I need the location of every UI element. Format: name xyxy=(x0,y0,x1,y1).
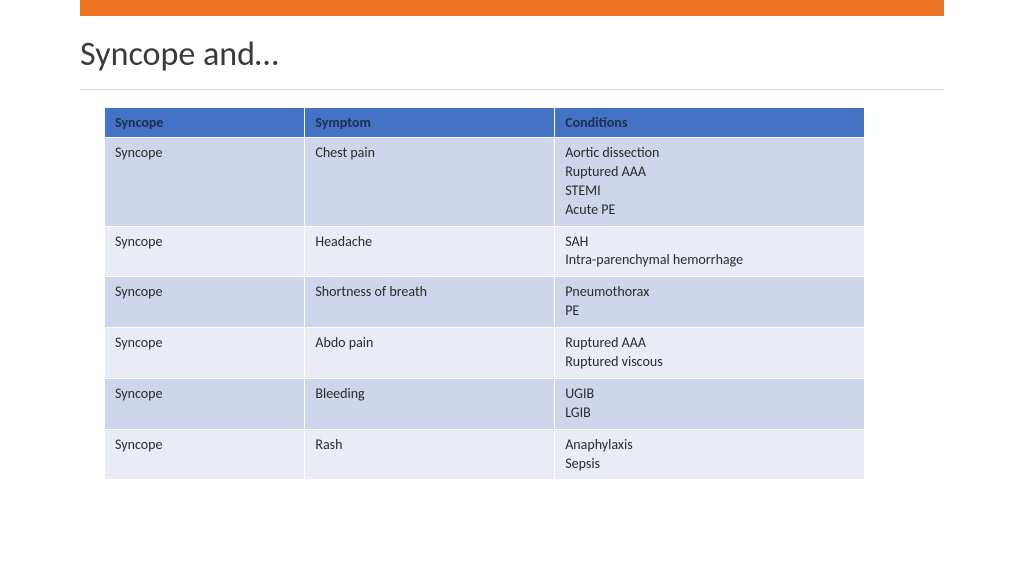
table-header-row: Syncope Symptom Conditions xyxy=(105,108,865,138)
table-row: SyncopeChest painAortic dissection Ruptu… xyxy=(105,138,865,227)
table-cell: Abdo pain xyxy=(305,328,555,379)
table-cell: Aortic dissection Ruptured AAA STEMI Acu… xyxy=(555,138,865,227)
table-row: SyncopeRashAnaphylaxis Sepsis xyxy=(105,429,865,480)
table-cell: Headache xyxy=(305,226,555,277)
table-row: SyncopeHeadacheSAH Intra-parenchymal hem… xyxy=(105,226,865,277)
table-cell: Ruptured AAA Ruptured viscous xyxy=(555,328,865,379)
col-header-syncope: Syncope xyxy=(105,108,305,138)
table-cell: Syncope xyxy=(105,138,305,227)
table-cell: Syncope xyxy=(105,226,305,277)
page-title: Syncope and… xyxy=(80,34,1024,75)
table-body: SyncopeChest painAortic dissection Ruptu… xyxy=(105,138,865,480)
table-row: SyncopeBleedingUGIB LGIB xyxy=(105,378,865,429)
table-cell: Syncope xyxy=(105,328,305,379)
table-row: SyncopeAbdo painRuptured AAA Ruptured vi… xyxy=(105,328,865,379)
syncope-table: Syncope Symptom Conditions SyncopeChest … xyxy=(105,108,865,480)
table-cell: Shortness of breath xyxy=(305,277,555,328)
accent-top-bar xyxy=(80,0,944,16)
table-cell: SAH Intra-parenchymal hemorrhage xyxy=(555,226,865,277)
col-header-conditions: Conditions xyxy=(555,108,865,138)
col-header-symptom: Symptom xyxy=(305,108,555,138)
syncope-table-container: Syncope Symptom Conditions SyncopeChest … xyxy=(105,108,865,480)
table-row: SyncopeShortness of breathPneumothorax P… xyxy=(105,277,865,328)
table-cell: Syncope xyxy=(105,378,305,429)
table-cell: UGIB LGIB xyxy=(555,378,865,429)
table-cell: Syncope xyxy=(105,429,305,480)
title-divider xyxy=(80,89,944,90)
table-cell: Anaphylaxis Sepsis xyxy=(555,429,865,480)
table-cell: Pneumothorax PE xyxy=(555,277,865,328)
table-cell: Bleeding xyxy=(305,378,555,429)
table-cell: Rash xyxy=(305,429,555,480)
table-cell: Chest pain xyxy=(305,138,555,227)
table-cell: Syncope xyxy=(105,277,305,328)
